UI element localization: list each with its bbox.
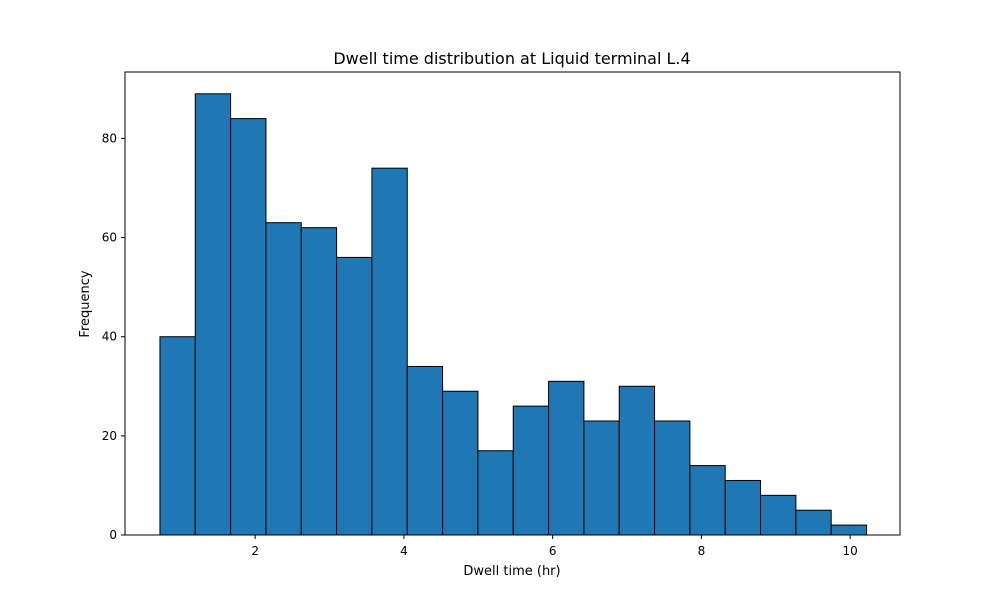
chart-title: Dwell time distribution at Liquid termin… xyxy=(333,49,690,68)
x-axis-label: Dwell time (hr) xyxy=(463,564,560,579)
histogram-bar xyxy=(300,227,338,536)
histogram-bar xyxy=(230,118,267,536)
y-tick-label: 80 xyxy=(102,131,117,145)
histogram-bar xyxy=(689,465,726,536)
histogram-bar xyxy=(442,390,479,536)
y-tick-label: 40 xyxy=(102,330,117,344)
histogram-bar xyxy=(159,336,196,536)
histogram-bar xyxy=(795,509,832,536)
histogram-bar xyxy=(336,256,373,536)
y-tick-label: 20 xyxy=(102,429,117,443)
plot-area-frame xyxy=(124,71,901,536)
histogram-bar xyxy=(830,524,868,536)
x-tick-label: 2 xyxy=(251,544,259,558)
histogram-bar xyxy=(583,420,620,536)
y-tick-label: 0 xyxy=(109,528,117,542)
histogram-bar xyxy=(618,385,656,536)
x-axis-ticks: 2 4 6 8 10 xyxy=(251,535,858,558)
histogram-bar xyxy=(654,420,691,536)
histogram-bar xyxy=(512,405,550,536)
histogram-bar xyxy=(371,167,408,536)
x-tick-label: 8 xyxy=(698,544,706,558)
x-tick-label: 4 xyxy=(400,544,408,558)
y-axis-ticks: 0 20 40 60 80 xyxy=(102,131,125,542)
histogram-bar xyxy=(724,479,762,536)
histogram-bar xyxy=(406,365,444,536)
x-tick-label: 6 xyxy=(549,544,557,558)
y-tick-label: 60 xyxy=(102,231,117,245)
histogram-bar xyxy=(760,494,797,536)
histogram-bar xyxy=(477,450,514,536)
x-tick-label: 10 xyxy=(843,544,858,558)
bars-layer xyxy=(159,93,868,536)
histogram-bar xyxy=(548,380,585,536)
y-axis-label: Frequency xyxy=(78,270,93,337)
histogram-bar xyxy=(194,93,232,536)
histogram-bar xyxy=(265,222,302,536)
